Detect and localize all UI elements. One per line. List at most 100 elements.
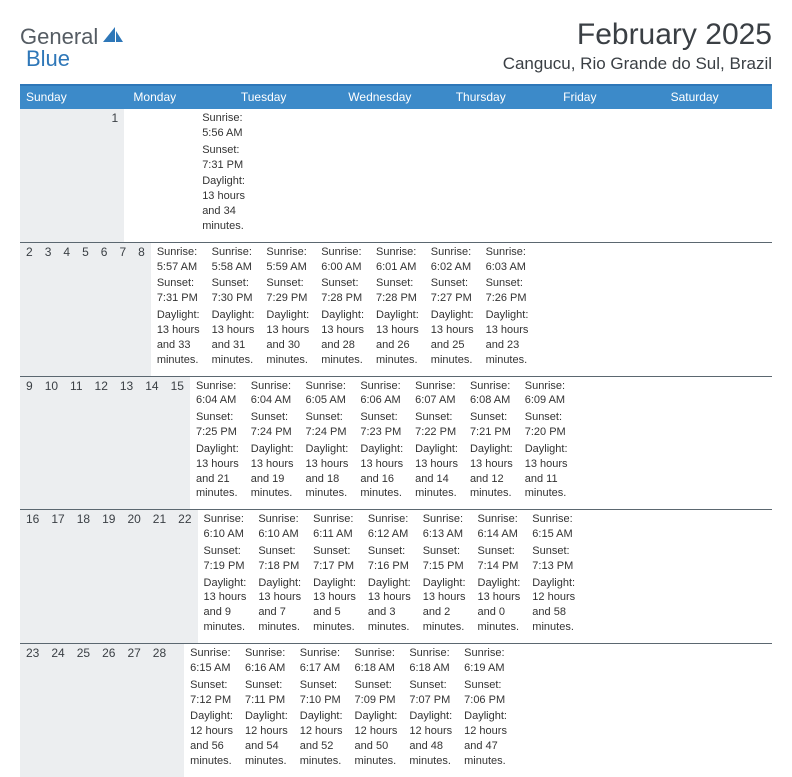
day-cell: Sunrise: 5:58 AMSunset: 7:30 PMDaylight:… bbox=[206, 243, 261, 376]
page-title: February 2025 bbox=[503, 18, 772, 52]
week-body-row: Sunrise: 5:57 AMSunset: 7:31 PMDaylight:… bbox=[151, 243, 535, 376]
daylight-text: Daylight: 12 hours and 48 minutes. bbox=[409, 709, 452, 768]
day-number: 7 bbox=[113, 243, 132, 376]
dow-thursday: Thursday bbox=[450, 86, 557, 109]
day-cell: Sunrise: 6:07 AMSunset: 7:22 PMDaylight:… bbox=[409, 377, 464, 510]
sunrise-text: Sunrise: 5:57 AM bbox=[157, 245, 200, 275]
daylight-text: Daylight: 13 hours and 34 minutes. bbox=[202, 174, 245, 233]
sunrise-text: Sunrise: 6:11 AM bbox=[313, 512, 356, 542]
sunrise-text: Sunrise: 6:07 AM bbox=[415, 379, 458, 409]
sunrise-text: Sunrise: 6:15 AM bbox=[532, 512, 575, 542]
day-cell bbox=[172, 109, 184, 242]
sunset-text: Sunset: 7:25 PM bbox=[196, 410, 239, 440]
sunset-text: Sunset: 7:24 PM bbox=[251, 410, 294, 440]
sunset-text: Sunset: 7:31 PM bbox=[202, 143, 245, 173]
day-number bbox=[49, 109, 63, 242]
day-cell: Sunrise: 6:04 AMSunset: 7:24 PMDaylight:… bbox=[245, 377, 300, 510]
daylight-text: Daylight: 13 hours and 11 minutes. bbox=[525, 442, 568, 501]
day-number: 20 bbox=[121, 510, 146, 643]
sunrise-text: Sunrise: 6:08 AM bbox=[470, 379, 513, 409]
day-cell: Sunrise: 5:59 AMSunset: 7:29 PMDaylight:… bbox=[260, 243, 315, 376]
calendar-week: 9101112131415Sunrise: 6:04 AMSunset: 7:2… bbox=[20, 376, 772, 510]
sunrise-text: Sunrise: 6:06 AM bbox=[360, 379, 403, 409]
day-cell: Sunrise: 6:10 AMSunset: 7:18 PMDaylight:… bbox=[252, 510, 307, 643]
day-cell: Sunrise: 6:19 AMSunset: 7:06 PMDaylight:… bbox=[458, 644, 513, 777]
day-number bbox=[77, 109, 91, 242]
day-number: 17 bbox=[45, 510, 70, 643]
daylight-text: Daylight: 12 hours and 54 minutes. bbox=[245, 709, 288, 768]
daylight-text: Daylight: 13 hours and 33 minutes. bbox=[157, 308, 200, 367]
calendar-grid: Sunday Monday Tuesday Wednesday Thursday… bbox=[20, 84, 772, 777]
sunrise-text: Sunrise: 6:18 AM bbox=[355, 646, 398, 676]
week-body-row: Sunrise: 5:56 AMSunset: 7:31 PMDaylight:… bbox=[124, 109, 251, 242]
sunrise-text: Sunrise: 6:04 AM bbox=[251, 379, 294, 409]
daylight-text: Daylight: 13 hours and 21 minutes. bbox=[196, 442, 239, 501]
day-cell: Sunrise: 6:11 AMSunset: 7:17 PMDaylight:… bbox=[307, 510, 362, 643]
sunrise-text: Sunrise: 6:12 AM bbox=[368, 512, 411, 542]
calendar-week: 2345678Sunrise: 5:57 AMSunset: 7:31 PMDa… bbox=[20, 242, 772, 376]
sunset-text: Sunset: 7:22 PM bbox=[415, 410, 458, 440]
sunrise-text: Sunrise: 6:03 AM bbox=[486, 245, 529, 275]
day-cell bbox=[124, 109, 136, 242]
sunset-text: Sunset: 7:27 PM bbox=[431, 276, 474, 306]
day-cell: Sunrise: 6:00 AMSunset: 7:28 PMDaylight:… bbox=[315, 243, 370, 376]
day-cell: Sunrise: 6:09 AMSunset: 7:20 PMDaylight:… bbox=[519, 377, 574, 510]
daylight-text: Daylight: 12 hours and 50 minutes. bbox=[355, 709, 398, 768]
sunset-text: Sunset: 7:16 PM bbox=[368, 544, 411, 574]
day-number: 3 bbox=[39, 243, 58, 376]
daynum-band: 9101112131415 bbox=[20, 377, 190, 510]
daylight-text: Daylight: 13 hours and 28 minutes. bbox=[321, 308, 364, 367]
day-number: 14 bbox=[139, 377, 164, 510]
daylight-text: Daylight: 13 hours and 30 minutes. bbox=[266, 308, 309, 367]
day-cell: Sunrise: 6:13 AMSunset: 7:15 PMDaylight:… bbox=[417, 510, 472, 643]
sunset-text: Sunset: 7:30 PM bbox=[212, 276, 255, 306]
sunrise-text: Sunrise: 5:56 AM bbox=[202, 111, 245, 141]
dow-tuesday: Tuesday bbox=[235, 86, 342, 109]
daylight-text: Daylight: 13 hours and 0 minutes. bbox=[478, 576, 521, 635]
daylight-text: Daylight: 13 hours and 2 minutes. bbox=[423, 576, 466, 635]
day-number: 26 bbox=[96, 644, 121, 777]
day-cell: Sunrise: 6:12 AMSunset: 7:16 PMDaylight:… bbox=[362, 510, 417, 643]
sunrise-text: Sunrise: 6:17 AM bbox=[300, 646, 343, 676]
day-number: 4 bbox=[57, 243, 76, 376]
sunset-text: Sunset: 7:14 PM bbox=[478, 544, 521, 574]
daylight-text: Daylight: 12 hours and 56 minutes. bbox=[190, 709, 233, 768]
day-number: 11 bbox=[64, 377, 88, 510]
sunset-text: Sunset: 7:28 PM bbox=[376, 276, 419, 306]
day-number: 24 bbox=[45, 644, 70, 777]
daynum-band: 232425262728 bbox=[20, 644, 184, 777]
day-cell: Sunrise: 6:10 AMSunset: 7:19 PMDaylight:… bbox=[198, 510, 253, 643]
day-number: 6 bbox=[95, 243, 114, 376]
day-number bbox=[34, 109, 48, 242]
dow-sunday: Sunday bbox=[20, 86, 127, 109]
day-cell bbox=[513, 644, 525, 777]
daylight-text: Daylight: 13 hours and 3 minutes. bbox=[368, 576, 411, 635]
sunrise-text: Sunrise: 6:10 AM bbox=[204, 512, 247, 542]
sunrise-text: Sunrise: 6:10 AM bbox=[258, 512, 301, 542]
week-body-row: Sunrise: 6:15 AMSunset: 7:12 PMDaylight:… bbox=[184, 644, 525, 777]
dow-saturday: Saturday bbox=[665, 86, 772, 109]
daylight-text: Daylight: 12 hours and 58 minutes. bbox=[532, 576, 575, 635]
day-number: 22 bbox=[172, 510, 197, 643]
sunset-text: Sunset: 7:13 PM bbox=[532, 544, 575, 574]
header: General February 2025 Cangucu, Rio Grand… bbox=[20, 18, 772, 74]
calendar-page: General February 2025 Cangucu, Rio Grand… bbox=[0, 0, 792, 612]
day-number: 21 bbox=[147, 510, 172, 643]
daylight-text: Daylight: 13 hours and 18 minutes. bbox=[306, 442, 349, 501]
day-number: 8 bbox=[132, 243, 151, 376]
day-number: 1 bbox=[106, 109, 125, 242]
day-cell: Sunrise: 6:03 AMSunset: 7:26 PMDaylight:… bbox=[480, 243, 535, 376]
daylight-text: Daylight: 13 hours and 7 minutes. bbox=[258, 576, 301, 635]
day-cell: Sunrise: 6:16 AMSunset: 7:11 PMDaylight:… bbox=[239, 644, 294, 777]
sunrise-text: Sunrise: 5:59 AM bbox=[266, 245, 309, 275]
daynum-band: 2345678 bbox=[20, 243, 151, 376]
day-cell: Sunrise: 6:01 AMSunset: 7:28 PMDaylight:… bbox=[370, 243, 425, 376]
title-block: February 2025 Cangucu, Rio Grande do Sul… bbox=[503, 18, 772, 74]
day-number: 28 bbox=[147, 644, 172, 777]
calendar-week: 1Sunrise: 5:56 AMSunset: 7:31 PMDaylight… bbox=[20, 109, 772, 242]
daylight-text: Daylight: 13 hours and 12 minutes. bbox=[470, 442, 513, 501]
week-body-row: Sunrise: 6:04 AMSunset: 7:25 PMDaylight:… bbox=[190, 377, 574, 510]
daylight-text: Daylight: 13 hours and 23 minutes. bbox=[486, 308, 529, 367]
daylight-text: Daylight: 12 hours and 47 minutes. bbox=[464, 709, 507, 768]
sunset-text: Sunset: 7:07 PM bbox=[409, 678, 452, 708]
